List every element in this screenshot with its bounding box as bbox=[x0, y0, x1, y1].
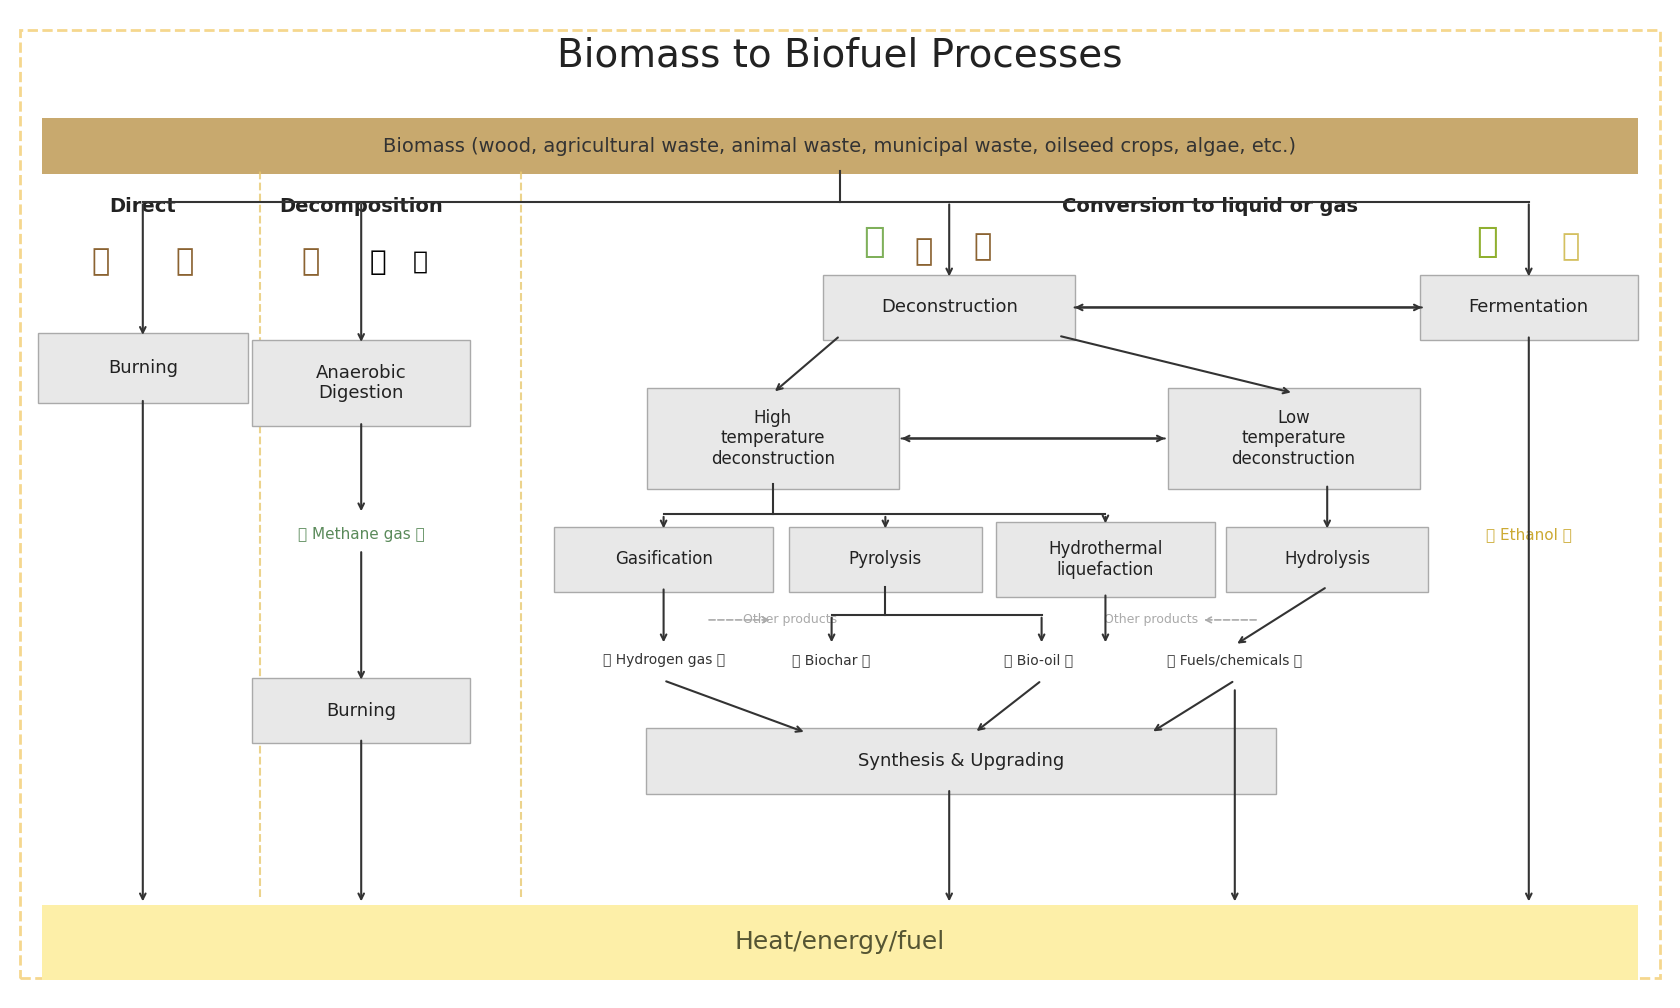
Text: Anaerobic
Digestion: Anaerobic Digestion bbox=[316, 364, 407, 402]
FancyBboxPatch shape bbox=[647, 388, 899, 489]
Text: Heat/energy/fuel: Heat/energy/fuel bbox=[734, 930, 946, 955]
Text: Fermentation: Fermentation bbox=[1468, 298, 1589, 317]
Text: 🌾: 🌾 bbox=[1562, 233, 1579, 261]
Text: 🔥 Biochar 🔥: 🔥 Biochar 🔥 bbox=[793, 653, 870, 667]
Text: Burning: Burning bbox=[326, 702, 396, 720]
FancyBboxPatch shape bbox=[42, 905, 1638, 980]
Text: High
temperature
deconstruction: High temperature deconstruction bbox=[711, 408, 835, 469]
FancyBboxPatch shape bbox=[37, 333, 249, 403]
Text: 🪵: 🪵 bbox=[92, 248, 109, 276]
FancyBboxPatch shape bbox=[823, 274, 1075, 341]
FancyBboxPatch shape bbox=[1168, 388, 1420, 489]
Text: Burning: Burning bbox=[108, 359, 178, 377]
Text: 🌽: 🌽 bbox=[1477, 225, 1497, 259]
FancyBboxPatch shape bbox=[996, 522, 1215, 597]
FancyBboxPatch shape bbox=[42, 118, 1638, 173]
Text: ⛽ Ethanol ⛽: ⛽ Ethanol ⛽ bbox=[1485, 527, 1572, 541]
FancyBboxPatch shape bbox=[790, 526, 981, 593]
Text: 🌲: 🌲 bbox=[176, 248, 193, 276]
Text: 🛢 Bio-oil 🛢: 🛢 Bio-oil 🛢 bbox=[1003, 653, 1074, 667]
Text: Low
temperature
deconstruction: Low temperature deconstruction bbox=[1231, 408, 1356, 469]
Text: Biomass to Biofuel Processes: Biomass to Biofuel Processes bbox=[558, 36, 1122, 75]
Text: Synthesis & Upgrading: Synthesis & Upgrading bbox=[858, 752, 1063, 770]
Text: Direct: Direct bbox=[109, 198, 176, 216]
FancyBboxPatch shape bbox=[554, 526, 773, 593]
Text: 🗑: 🗑 bbox=[974, 233, 991, 261]
Text: Other products: Other products bbox=[1104, 614, 1198, 626]
FancyBboxPatch shape bbox=[252, 678, 470, 744]
FancyBboxPatch shape bbox=[1420, 274, 1638, 341]
Text: 🐄: 🐄 bbox=[302, 248, 319, 276]
Text: Gasification: Gasification bbox=[615, 550, 712, 569]
FancyBboxPatch shape bbox=[252, 341, 470, 425]
Text: 💧 Hydrogen gas 💧: 💧 Hydrogen gas 💧 bbox=[603, 653, 724, 667]
Text: 🛢 Fuels/chemicals 🛢: 🛢 Fuels/chemicals 🛢 bbox=[1168, 653, 1302, 667]
FancyBboxPatch shape bbox=[645, 728, 1277, 794]
Text: 🍌: 🍌 bbox=[370, 248, 386, 276]
Text: 🌿 Methane gas 🌿: 🌿 Methane gas 🌿 bbox=[297, 527, 425, 541]
Text: Deconstruction: Deconstruction bbox=[880, 298, 1018, 317]
Text: Other products: Other products bbox=[743, 614, 837, 626]
Text: Decomposition: Decomposition bbox=[279, 198, 444, 216]
Text: Hydrolysis: Hydrolysis bbox=[1284, 550, 1371, 569]
Text: Pyrolysis: Pyrolysis bbox=[848, 550, 922, 569]
Text: Biomass (wood, agricultural waste, animal waste, municipal waste, oilseed crops,: Biomass (wood, agricultural waste, anima… bbox=[383, 137, 1297, 155]
Text: 🍏: 🍏 bbox=[413, 250, 427, 274]
Text: 🌿: 🌿 bbox=[864, 225, 884, 259]
FancyBboxPatch shape bbox=[1226, 526, 1428, 593]
Text: Conversion to liquid or gas: Conversion to liquid or gas bbox=[1062, 198, 1357, 216]
Text: Hydrothermal
liquefaction: Hydrothermal liquefaction bbox=[1048, 540, 1163, 579]
Text: 🪵: 🪵 bbox=[916, 238, 932, 266]
